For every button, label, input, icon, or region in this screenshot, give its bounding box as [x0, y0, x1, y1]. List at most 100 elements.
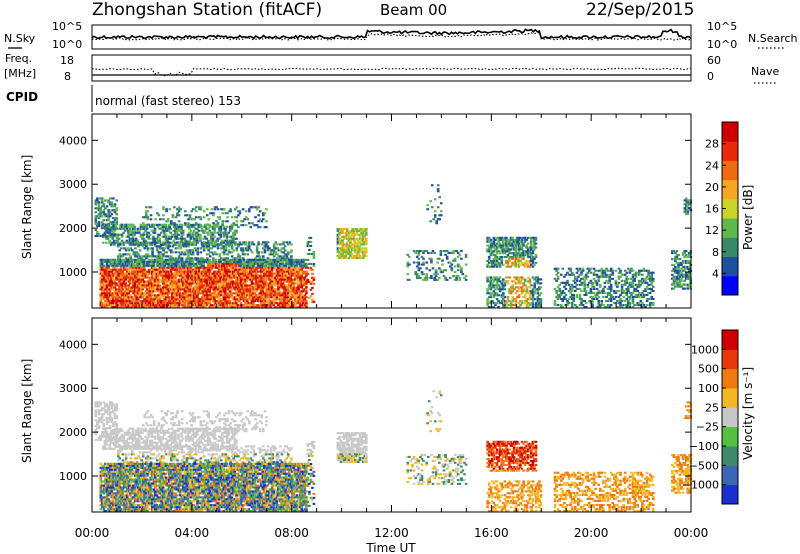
data-cell	[144, 272, 148, 275]
data-cell	[280, 260, 283, 263]
data-cell	[113, 260, 117, 263]
data-cell	[235, 274, 238, 277]
data-cell	[185, 245, 189, 248]
data-cell	[174, 284, 177, 287]
data-cell	[528, 250, 532, 253]
data-cell	[288, 278, 291, 281]
data-cell	[233, 260, 236, 263]
data-cell	[188, 260, 191, 263]
data-cell	[338, 233, 341, 236]
data-cell	[302, 302, 305, 305]
data-cell	[174, 270, 177, 273]
data-cell	[141, 243, 145, 246]
data-cell	[236, 292, 240, 295]
data-cell	[132, 253, 136, 256]
data-cell	[519, 304, 522, 307]
data-cell	[252, 300, 255, 303]
data-cell	[187, 245, 190, 248]
data-cell	[238, 268, 241, 271]
data-cell	[520, 252, 524, 255]
data-cell	[221, 208, 225, 211]
data-cell	[124, 278, 127, 281]
data-cell	[264, 258, 268, 261]
data-cell	[241, 268, 244, 271]
data-cell	[230, 272, 233, 275]
data-cell	[412, 250, 416, 253]
data-cell	[199, 292, 202, 295]
data-cell	[506, 276, 510, 279]
data-cell	[99, 264, 103, 267]
data-cell	[132, 262, 135, 265]
data-cell	[512, 263, 516, 266]
data-cell	[269, 264, 272, 267]
data-cell	[175, 266, 179, 269]
data-cell	[166, 227, 169, 230]
data-cell	[217, 270, 221, 273]
data-cell	[357, 245, 360, 248]
data-cell	[237, 245, 240, 248]
data-cell	[215, 220, 218, 223]
data-cell	[239, 274, 243, 277]
data-cell	[213, 280, 216, 283]
data-cell	[108, 276, 112, 279]
data-cell	[160, 270, 163, 273]
data-cell	[175, 270, 179, 273]
data-cell	[230, 237, 234, 240]
data-cell	[133, 288, 137, 291]
data-cell	[346, 251, 349, 254]
data-cell	[191, 243, 195, 246]
data-cell	[275, 258, 279, 261]
data-cell	[250, 282, 254, 285]
data-cell	[178, 296, 182, 299]
data-cell	[155, 300, 159, 303]
data-cell	[118, 280, 121, 283]
data-cell	[258, 278, 261, 281]
data-cell	[205, 304, 208, 307]
data-cell	[531, 296, 535, 299]
data-cell	[161, 280, 165, 283]
data-cell	[430, 259, 433, 262]
data-cell	[136, 272, 140, 275]
data-cell	[520, 242, 524, 245]
data-cell	[194, 274, 198, 277]
data-cell	[184, 222, 187, 225]
data-cell	[244, 216, 248, 219]
data-cell	[156, 257, 159, 260]
data-cell	[228, 276, 232, 279]
data-cell	[449, 276, 452, 279]
data-cell	[177, 306, 180, 309]
data-cell	[250, 292, 254, 295]
data-cell	[218, 225, 221, 228]
data-cell	[445, 278, 449, 281]
data-cell	[166, 280, 170, 283]
data-cell	[238, 286, 241, 289]
data-cell	[157, 255, 161, 258]
data-cell	[203, 292, 207, 295]
data-cell	[200, 292, 204, 295]
data-cell	[150, 241, 154, 244]
data-cell	[132, 282, 135, 285]
data-cell	[230, 235, 234, 238]
data-cell	[264, 300, 268, 303]
data-cell	[563, 295, 566, 298]
data-cell	[349, 254, 352, 257]
data-cell	[539, 302, 543, 305]
data-cell	[121, 276, 124, 279]
data-cell	[523, 250, 527, 253]
data-cell	[189, 243, 193, 246]
data-cell	[202, 280, 205, 283]
data-cell	[489, 261, 493, 264]
data-cell	[491, 242, 494, 245]
data-cell	[176, 247, 179, 250]
data-cell	[172, 288, 176, 291]
data-cell	[259, 296, 263, 299]
data-cell	[110, 201, 114, 204]
data-cell	[140, 274, 143, 277]
data-cell	[294, 292, 297, 295]
data-cell	[342, 251, 346, 254]
data-cell	[528, 280, 532, 283]
cpid-mode-text: normal (fast stereo) 153	[95, 94, 241, 108]
data-cell	[158, 290, 162, 293]
data-cell	[214, 266, 218, 269]
data-cell	[247, 290, 251, 293]
